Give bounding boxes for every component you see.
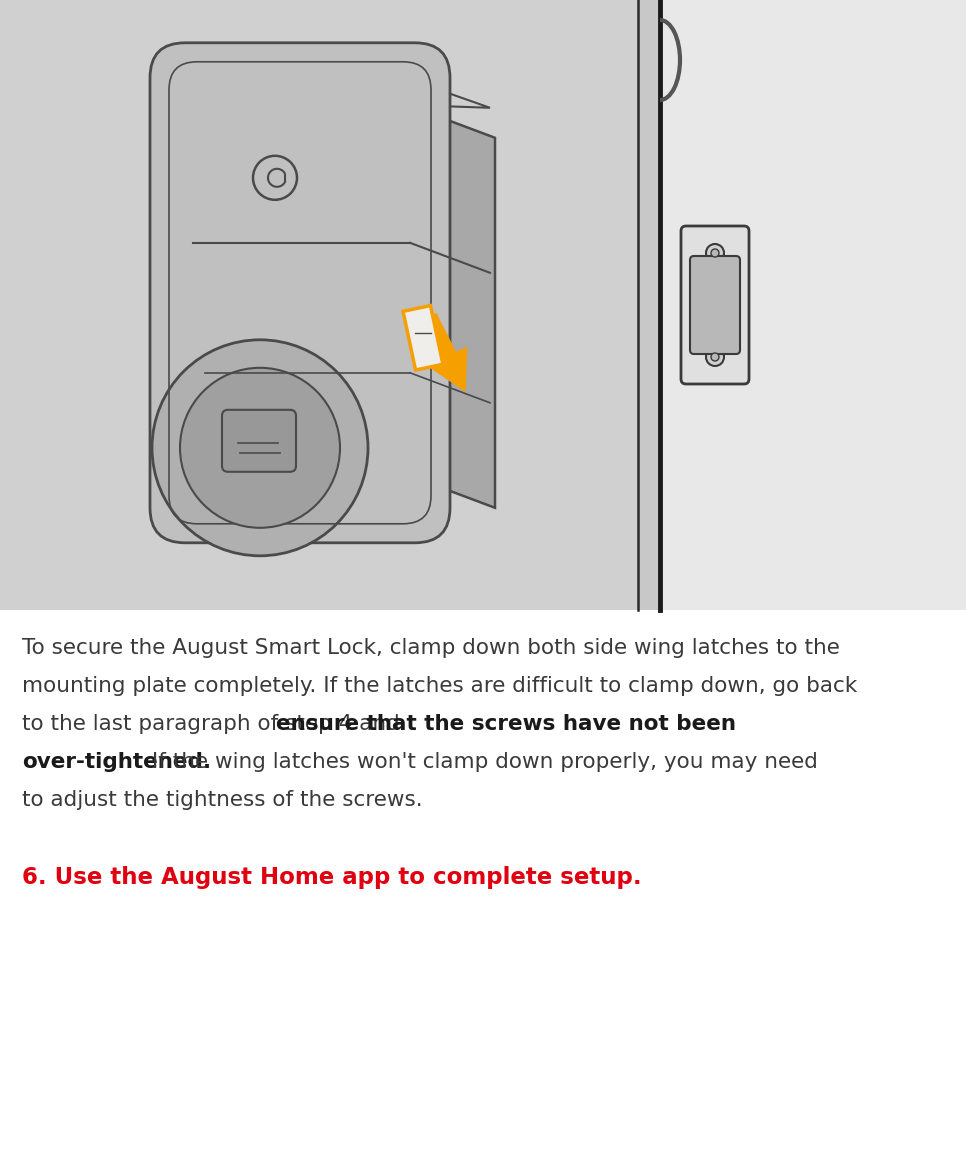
Bar (660, 0, 966, 610)
Text: If the wing latches won't clamp down properly, you may need: If the wing latches won't clamp down pro… (145, 752, 818, 772)
Circle shape (152, 340, 368, 555)
FancyBboxPatch shape (150, 43, 450, 542)
Bar (0, 0, 966, 610)
Polygon shape (205, 78, 490, 108)
Polygon shape (415, 108, 495, 508)
Polygon shape (420, 314, 467, 391)
Bar (638, 0, 660, 610)
FancyBboxPatch shape (690, 256, 740, 354)
Text: to the last paragraph of step 4 and: to the last paragraph of step 4 and (22, 714, 407, 734)
Circle shape (706, 348, 724, 365)
Text: To secure the August Smart Lock, clamp down both side wing latches to the: To secure the August Smart Lock, clamp d… (22, 638, 839, 658)
Text: mounting plate completely. If the latches are difficult to clamp down, go back: mounting plate completely. If the latche… (22, 676, 857, 696)
Circle shape (711, 353, 719, 361)
Circle shape (711, 249, 719, 257)
Bar (0, 0, 638, 610)
FancyBboxPatch shape (222, 410, 296, 471)
Circle shape (180, 368, 340, 527)
Polygon shape (403, 305, 443, 370)
Text: 6. Use the August Home app to complete setup.: 6. Use the August Home app to complete s… (22, 866, 641, 889)
Text: over-tightened.: over-tightened. (22, 752, 212, 772)
Text: to adjust the tightness of the screws.: to adjust the tightness of the screws. (22, 790, 423, 810)
Circle shape (706, 244, 724, 262)
Text: ensure that the screws have not been: ensure that the screws have not been (276, 714, 736, 734)
FancyBboxPatch shape (681, 226, 749, 384)
